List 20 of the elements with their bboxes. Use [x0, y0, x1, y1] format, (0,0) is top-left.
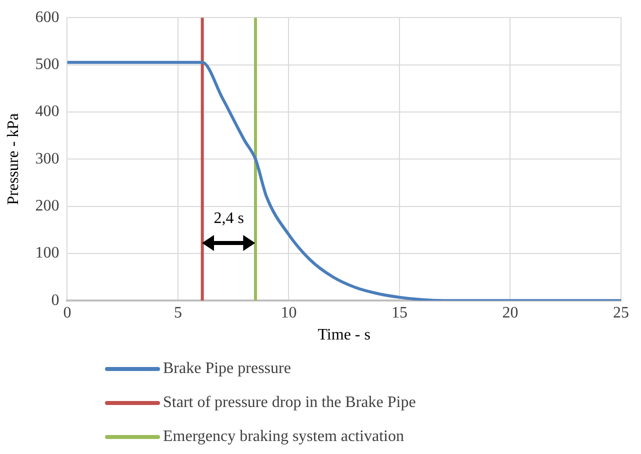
- x-tick-label: 25: [613, 304, 629, 322]
- y-tick-label: 400: [35, 103, 60, 120]
- y-tick-label: 500: [35, 56, 60, 73]
- legend-label: Brake Pipe pressure: [163, 360, 291, 378]
- annotation: 2,4 s: [214, 210, 244, 228]
- x-tick-label: 20: [502, 304, 518, 322]
- legend-label: Start of pressure drop in the Brake Pipe: [163, 394, 416, 412]
- x-tick-label: 10: [280, 304, 297, 322]
- y-tick-label: 200: [35, 197, 60, 214]
- y-tick-label: 100: [35, 244, 60, 262]
- x-tick-label: 5: [174, 304, 182, 322]
- y-tick-label: 0: [51, 292, 60, 309]
- x-tick-label: 0: [63, 304, 72, 322]
- y-tick-label: 300: [35, 150, 60, 168]
- line-series: [67, 60, 621, 301]
- y-axis-title: Pressure - kPa: [4, 113, 22, 205]
- legend-label: Emergency braking system activation: [163, 428, 404, 446]
- y-tick-label: 600: [35, 8, 60, 26]
- x-axis-title: Time - s: [318, 326, 370, 344]
- x-tick-label: 15: [391, 304, 408, 322]
